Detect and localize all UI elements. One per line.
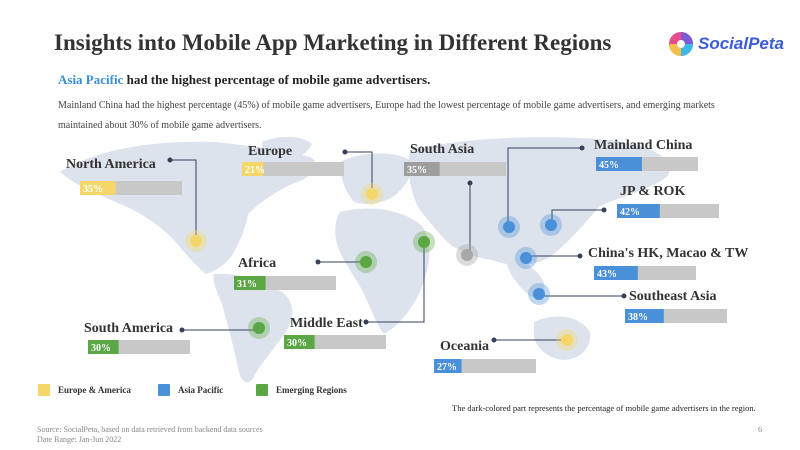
region-name-jp-rok: JP & ROK (620, 184, 685, 199)
bar-value-label-europe: 21% (245, 165, 265, 176)
region-names: North America Europe South Asia Mainland… (66, 138, 748, 354)
page-number: 6 (758, 425, 762, 434)
legend-item-asia-pacific: Asia Pacific (158, 384, 223, 396)
legend-label-asia-pacific: Asia Pacific (178, 385, 224, 395)
bar-southeast-asia (625, 309, 664, 323)
marker-north-america (185, 230, 207, 252)
bar-mainland-china (596, 157, 642, 171)
bar-value-label-southeast-asia: 38% (628, 312, 648, 323)
endpoint-oceania (491, 337, 497, 343)
bar-europe (242, 162, 264, 176)
marker-south-america (248, 317, 270, 339)
bar-track-europe (242, 162, 344, 176)
bar-value-label-mainland-china: 45% (599, 160, 619, 171)
south-america-shape (213, 273, 293, 383)
chart-note: The dark-colored part represents the per… (452, 403, 756, 413)
legend-label-emerging-regions: Emerging Regions (276, 385, 347, 395)
endpoint-southeast-asia (621, 293, 627, 299)
marker-oceania (556, 329, 578, 351)
endpoint-middle-east (363, 319, 369, 325)
connector-endpoints (167, 145, 627, 343)
marker-jp-rok (540, 214, 562, 236)
bar-value-label-jp-rok: 42% (620, 207, 640, 218)
legend-label-europe-america: Europe & America (58, 385, 131, 395)
connector-mainland-china (507, 147, 582, 226)
region-name-mainland-china: Mainland China (594, 138, 692, 153)
connector-europe (345, 151, 373, 192)
region-name-south-america: South America (84, 321, 173, 336)
marker-south-asia (456, 244, 478, 266)
logo-icon (669, 32, 693, 56)
description: Mainland China had the highest percentag… (58, 100, 715, 131)
bar-value-label-north-america: 35% (83, 184, 103, 195)
logo-text: SocialPeta (698, 34, 784, 53)
legend-item-emerging-regions: Emerging Regions (256, 384, 347, 396)
bar-middle-east (284, 335, 315, 349)
region-name-hk-macao-tw: China's HK, Macao & TW (588, 246, 748, 261)
endpoint-africa (315, 259, 321, 265)
region-name-middle-east: Middle East (290, 316, 363, 331)
europe-shape (340, 153, 412, 204)
region-name-south-asia: South Asia (410, 142, 474, 157)
bar-oceania (434, 359, 462, 373)
connector-lines (170, 147, 624, 341)
region-markers (185, 183, 578, 351)
region-name-oceania: Oceania (440, 339, 489, 354)
bar-south-america (88, 340, 119, 354)
bar-value-label-china-s-hk-macao-tw: 43% (597, 269, 617, 280)
region-name-southeast-asia: Southeast Asia (629, 289, 717, 304)
connector-north-america (170, 159, 197, 240)
region-name-north-america: North America (66, 157, 156, 172)
bar-africa (234, 276, 266, 290)
bar-value-label-africa: 31% (237, 279, 257, 290)
headline: Asia Pacific had the highest percentage … (58, 72, 430, 88)
footer-source: Source: SocialPeta, based on data retrie… (37, 425, 263, 445)
brand-logo: SocialPeta (668, 30, 784, 58)
bar-value-label-oceania: 27% (437, 362, 457, 373)
headline-rest: had the highest percentage of mobile gam… (123, 72, 431, 87)
marker-middle-east (413, 231, 435, 253)
greenland-shape (262, 136, 312, 161)
bar-value-label-south-america: 30% (91, 343, 111, 354)
endpoint-south-america (179, 327, 185, 333)
africa-shape (335, 208, 430, 334)
source-text: Source: SocialPeta, based on data retrie… (37, 425, 263, 434)
region-name-europe: Europe (248, 144, 292, 159)
connector-middle-east (366, 243, 425, 323)
page-title: Insights into Mobile App Marketing in Di… (54, 30, 612, 55)
bar-south-asia (404, 162, 440, 176)
marker-africa (355, 251, 377, 273)
bar-jp-rok (617, 204, 660, 218)
endpoint-europe (342, 149, 348, 155)
bar-north-america (80, 181, 116, 195)
endpoint-south-asia (467, 180, 473, 186)
headline-region: Asia Pacific (58, 72, 124, 87)
endpoint-jp-rok (601, 207, 607, 213)
endpoint-north-america (167, 157, 173, 163)
marker-mainland-china (498, 216, 520, 238)
endpoint-mainland-china (579, 145, 585, 151)
endpoint-hk-macao-tw (577, 253, 583, 259)
bar-china-s-hk-macao-tw (594, 266, 638, 280)
bar-value-label-middle-east: 30% (287, 338, 307, 349)
marker-southeast-asia (528, 283, 550, 305)
legend-swatch-asia-pacific (158, 384, 170, 396)
legend-swatch-emerging-regions (256, 384, 268, 396)
legend-swatch-europe-america (38, 384, 50, 396)
bar-group: 35% 21% 35% 45% 42% 43% 31% 38% 30% 30% 27% (80, 157, 727, 373)
indochina-shape (506, 261, 545, 298)
legend-item-europe-america: Europe & America (38, 384, 131, 396)
marker-europe (361, 183, 383, 205)
region-name-africa: Africa (238, 256, 276, 271)
date-range: Date Range: Jan-Jun 2022 (37, 435, 122, 444)
bar-value-label-south-asia: 35% (407, 165, 427, 176)
marker-hk-macao-tw (515, 247, 537, 269)
